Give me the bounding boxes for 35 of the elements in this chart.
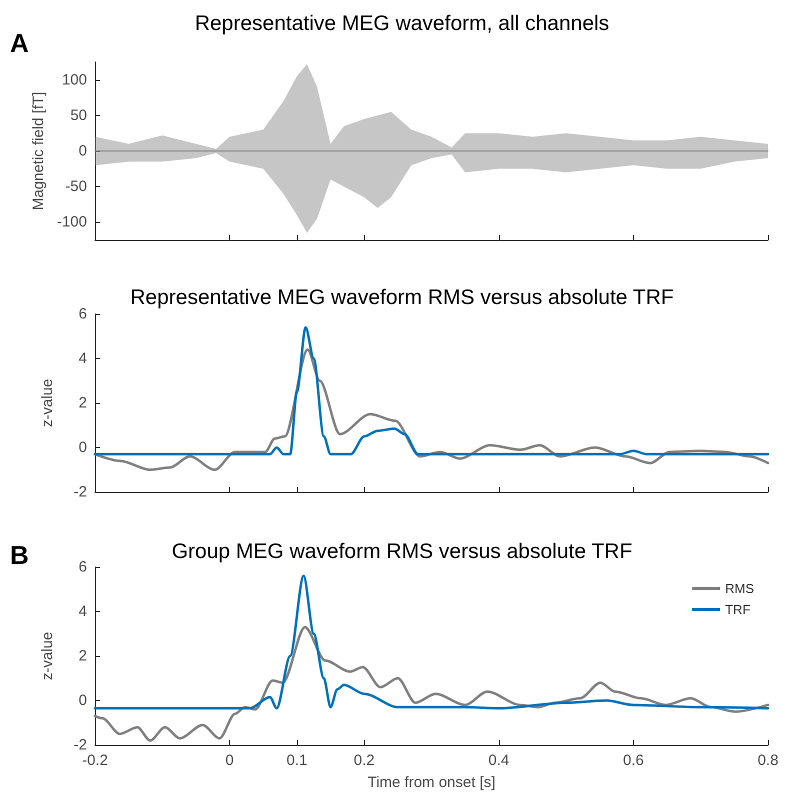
y-tick-label: 4 [78,350,87,367]
y-tick-label: 0 [78,692,87,709]
x-axis-title: Time from onset [s] [368,774,496,791]
y-tick-label: -100 [56,214,87,231]
x-tick-label: -0.2 [82,752,108,769]
y-tick-label: 4 [78,603,87,620]
y-axis-title: Magnetic field [fT] [30,92,48,210]
y-tick-label: 0 [78,142,87,160]
y-tick-label: 50 [70,106,87,124]
line-series [94,326,770,456]
y-tick-label: -2 [74,484,87,500]
chart-title: Representative MEG waveform, all channels [194,12,610,35]
line-series [94,574,770,710]
x-tick-label: 0.1 [286,752,308,769]
y-tick-label: -50 [65,178,87,196]
y-axis-title: z-value [39,632,56,680]
y-tick-label: 6 [78,558,87,576]
y-axis-title: z-value [39,378,56,428]
x-tick-label: 0.4 [488,752,510,769]
x-tick-label: 0.8 [758,752,778,769]
x-tick-label: 0.2 [354,752,375,769]
chart-title: Group MEG waveform RMS versus absolute TRF [172,540,632,563]
y-tick-label: 2 [78,648,87,664]
y-tick-label: 0 [78,439,87,456]
legend-label: TRF [725,602,750,617]
text: A [10,28,29,58]
x-tick-label: 0 [225,752,234,769]
y-tick-label: -2 [74,736,87,754]
y-tick-label: 2 [78,394,87,412]
y-tick-label: 100 [62,71,87,88]
text: B [10,540,29,570]
legend-label: RMS [725,581,754,596]
y-tick-label: 6 [78,306,87,322]
x-tick-label: 0.6 [622,752,644,769]
chart-title: Representative MEG waveform RMS versus absolute TRF [130,286,674,309]
